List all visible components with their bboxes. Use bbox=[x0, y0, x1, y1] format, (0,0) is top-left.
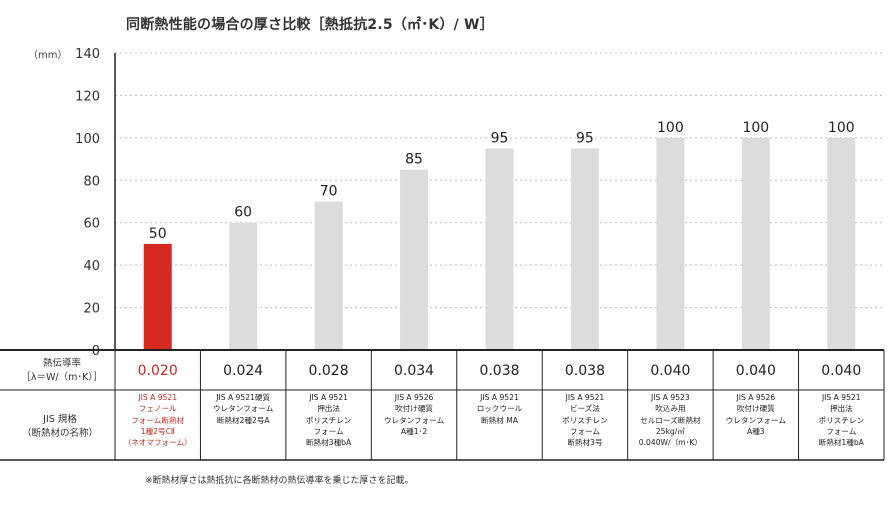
jis-row-label-line2: （断熱材の名称） bbox=[21, 428, 98, 439]
jis-standard-line: 1種2号CⅡ bbox=[140, 426, 175, 436]
jis-standard-line: JIS A 9521硬質 bbox=[216, 393, 271, 402]
jis-row-label-line1: JIS 規格 bbox=[43, 414, 77, 425]
conductivity-row-label-line2: ［λ＝W/（m･K）］ bbox=[21, 372, 103, 383]
conductivity-cell: 0.038 bbox=[564, 363, 605, 379]
jis-standard-line: ウレタンフォーム bbox=[383, 415, 445, 425]
jis-standard-line: ポリスチレン bbox=[818, 415, 865, 425]
bar-value-label: 100 bbox=[828, 120, 855, 136]
bar-value-label: 70 bbox=[320, 184, 338, 200]
bar bbox=[741, 137, 770, 350]
y-tick-label: 80 bbox=[83, 174, 100, 189]
jis-standard-line: JIS A 9521 bbox=[309, 393, 348, 402]
jis-standard-cell: JIS A 9521 押出法 ポリスチレン フォーム断熱材3種bA bbox=[286, 392, 371, 448]
bar bbox=[229, 222, 258, 350]
jis-standard-line: 押出法 bbox=[829, 404, 853, 414]
jis-standard-cell: JIS A 9521 押出法 ポリスチレン フォーム断熱材1種bA bbox=[799, 392, 884, 448]
bar bbox=[314, 201, 343, 350]
conductivity-cell: 0.040 bbox=[735, 363, 776, 379]
jis-standard-line: （ネオマフォーム） bbox=[123, 438, 192, 448]
jis-standard-line: 断熱材3種bA bbox=[305, 438, 352, 448]
jis-standard-line: ポリスチレン bbox=[305, 415, 352, 425]
y-tick-label: 140 bbox=[75, 47, 100, 62]
bar-value-label: 50 bbox=[149, 226, 167, 242]
jis-standard-line: 25kg/㎥ bbox=[655, 426, 685, 436]
conductivity-cell: 0.040 bbox=[821, 363, 862, 379]
bar-value-label: 100 bbox=[742, 120, 769, 136]
y-tick-label: 20 bbox=[83, 302, 100, 317]
jis-standard-line: フェノール bbox=[138, 404, 177, 414]
jis-standard-line: JIS A 9526 bbox=[736, 393, 776, 402]
jis-standard-line: 吹込み用 bbox=[655, 404, 686, 414]
jis-standard-line: JIS A 9526 bbox=[394, 393, 434, 402]
jis-standard-line: 断熱材1種bA bbox=[818, 438, 864, 448]
jis-standard-line: 押出法 bbox=[317, 404, 340, 414]
jis-standard-line: A種3 bbox=[747, 426, 765, 436]
jis-standard-line: JIS A 9521 bbox=[565, 393, 605, 402]
jis-standard-cell: JIS A 9521硬質 ウレタンフォーム 断熱材2種2号A bbox=[200, 392, 285, 426]
conductivity-cell: 0.028 bbox=[308, 363, 349, 379]
jis-standard-line: ロックウール bbox=[476, 404, 523, 414]
conductivity-cell: 0.024 bbox=[223, 363, 264, 379]
jis-row-label: JIS 規格 （断熱材の名称） bbox=[10, 413, 110, 441]
bar bbox=[570, 148, 599, 350]
y-tick-label: 0 bbox=[92, 344, 100, 359]
jis-standard-line: 0.040W/（m･K） bbox=[638, 438, 702, 448]
jis-standard-line: JIS A 9521 bbox=[138, 393, 178, 402]
jis-standard-cell: JIS A 9523 吹込み用 セルローズ断熱材 25kg/㎥ 0.040W/（m･K） bbox=[628, 392, 713, 448]
jis-standard-line: 断熱材3号 bbox=[567, 438, 603, 448]
jis-standard-line: 断熱材2種2号A bbox=[216, 415, 270, 425]
bar bbox=[656, 137, 685, 350]
jis-standard-line: フォーム bbox=[313, 426, 344, 436]
jis-standard-cell: JIS A 9521 ロックウール 断熱材 MA bbox=[457, 392, 542, 426]
bar bbox=[400, 169, 429, 350]
jis-standard-cell: JIS A 9521 フェノール フォーム断熱材 1種2号CⅡ （ネオマフォーム） bbox=[115, 392, 200, 448]
conductivity-cell: 0.038 bbox=[479, 363, 520, 379]
jis-standard-line: JIS A 9521 bbox=[821, 393, 861, 402]
conductivity-row-label-line1: 熱伝導率 bbox=[42, 358, 81, 369]
y-tick-label: 100 bbox=[75, 132, 100, 147]
jis-standard-line: JIS A 9521 bbox=[480, 393, 519, 402]
jis-standard-line: A種1･2 bbox=[400, 426, 428, 436]
y-axis-unit: （mm） bbox=[28, 50, 68, 61]
bar-value-label: 85 bbox=[405, 152, 423, 168]
jis-standard-line: ポリスチレン bbox=[562, 415, 608, 425]
jis-standard-line: セルローズ断熱材 bbox=[640, 415, 701, 425]
conductivity-cell: 0.034 bbox=[394, 363, 435, 379]
jis-standard-line: ウレタンフォーム bbox=[213, 404, 274, 414]
bar bbox=[827, 137, 856, 350]
bar bbox=[485, 148, 514, 350]
conductivity-cell: 0.020 bbox=[137, 363, 178, 379]
jis-standard-line: フォーム bbox=[569, 426, 601, 436]
bar bbox=[143, 243, 172, 350]
bar-value-label: 60 bbox=[234, 205, 252, 221]
conductivity-row-label: 熱伝導率 ［λ＝W/（m･K）］ bbox=[16, 357, 108, 385]
jis-standard-line: ビーズ法 bbox=[569, 404, 600, 414]
footnote: ※断熱材厚さは熱抵抗に各断熱材の熱伝導率を乗じた厚さを記載。 bbox=[145, 476, 414, 486]
jis-standard-line: フォーム断熱材 bbox=[131, 415, 185, 425]
bar-value-label: 95 bbox=[576, 130, 594, 146]
jis-standard-line: 吹付け硬質 bbox=[736, 404, 775, 414]
jis-standard-line: JIS A 9523 bbox=[651, 393, 690, 402]
jis-standard-cell: JIS A 9526 吹付け硬質 ウレタンフォーム A種1･2 bbox=[371, 392, 456, 437]
bar-value-label: 95 bbox=[491, 130, 509, 146]
jis-standard-line: フォーム bbox=[826, 426, 857, 436]
jis-standard-cell: JIS A 9521 ビーズ法 ポリスチレン フォーム断熱材3号 bbox=[542, 392, 627, 448]
y-tick-label: 120 bbox=[75, 89, 100, 104]
jis-standard-line: 断熱材 MA bbox=[481, 415, 518, 425]
jis-standard-cell: JIS A 9526 吹付け硬質 ウレタンフォーム A種3 bbox=[713, 392, 798, 437]
y-tick-label: 60 bbox=[83, 217, 100, 232]
chart-title: 同断熱性能の場合の厚さ比較［熱抵抗2.5（㎡･K）/ W］ bbox=[126, 17, 494, 33]
jis-standard-line: ウレタンフォーム bbox=[725, 415, 786, 425]
jis-standard-line: 吹付け硬質 bbox=[395, 404, 434, 414]
bar-value-label: 100 bbox=[657, 120, 684, 136]
conductivity-cell: 0.040 bbox=[650, 363, 691, 379]
y-tick-label: 40 bbox=[83, 259, 100, 274]
